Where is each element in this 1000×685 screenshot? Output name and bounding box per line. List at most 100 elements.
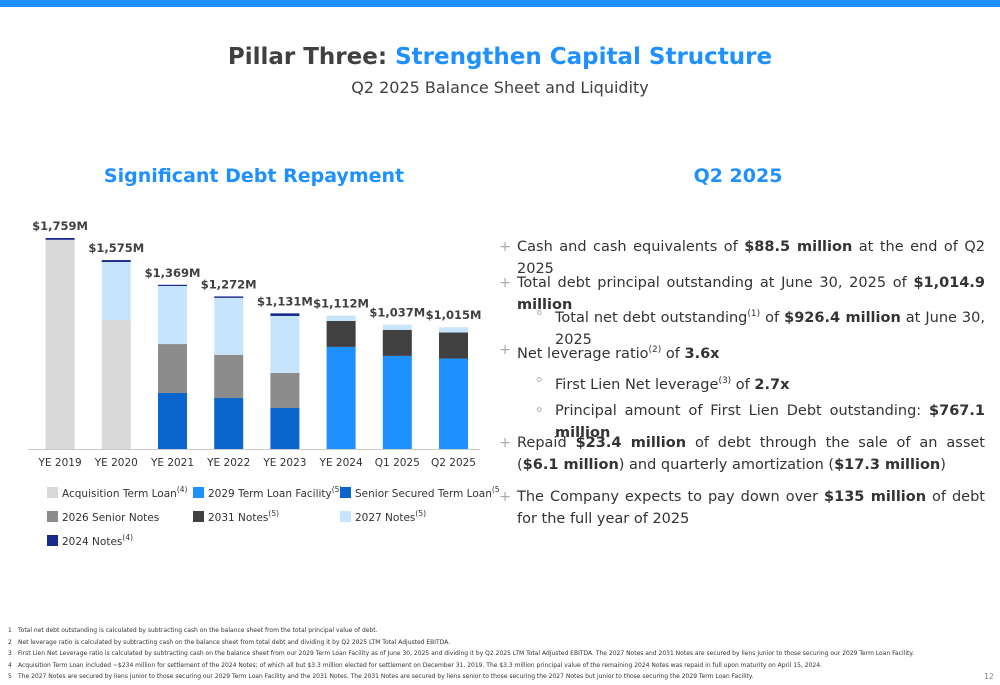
- legend-label: 2029 Term Loan Facility(5): [208, 485, 342, 500]
- legend-note: (5): [332, 485, 343, 494]
- subtitle: Q2 2025 Balance Sheet and Liquidity: [351, 78, 649, 97]
- bullet-text: of debt through the sale of an asset (: [517, 435, 985, 473]
- legend-swatch: [193, 511, 204, 522]
- top-bar: [0, 0, 1000, 7]
- legend-name: Senior Secured Term Loan: [355, 488, 492, 500]
- bar-segment: [326, 346, 356, 449]
- bullet-bold: $6.1 million: [522, 457, 619, 473]
- total-label: $1,759M: [32, 219, 88, 233]
- bar-segment: [214, 297, 244, 355]
- footnote: 2 Net leverage ratio is calculated by sub…: [8, 639, 450, 646]
- footnote-text: The 2027 Notes are secured by liens juni…: [18, 673, 754, 681]
- legend-name: 2024 Notes: [62, 536, 122, 548]
- total-label: $1,272M: [201, 277, 257, 291]
- legend-label: 2031 Notes(5): [208, 509, 279, 524]
- bar-segment: [101, 320, 131, 449]
- bullet: First Lien Net leverage(3) of 2.7x: [535, 370, 985, 396]
- x-tick-label: YE 2019: [38, 457, 82, 469]
- chart-title: Significant Debt Repayment: [103, 165, 405, 187]
- legend-name: 2029 Term Loan Facility: [208, 488, 332, 500]
- legend-swatch: [340, 487, 351, 498]
- bullet-bold: 2.7x: [754, 376, 790, 393]
- bar-segment: [270, 372, 300, 408]
- footnote-text: Total net debt outstanding is calculated…: [18, 627, 378, 634]
- footnote-number: 4: [8, 661, 12, 669]
- bullet: Total net debt outstanding(1) of $926.4 …: [535, 303, 985, 351]
- bar-segment: [439, 332, 468, 359]
- bar-segment: [326, 320, 356, 347]
- bullet-text: of debt for the full year of 2025: [517, 489, 985, 527]
- bullet-text: Cash and cash equivalents of: [517, 239, 745, 255]
- bar-segment: [101, 260, 131, 262]
- bar-segment: [101, 261, 131, 321]
- bullet-text: of: [760, 309, 785, 326]
- footnote: 4 Acquisition Term Loan included ~$234 mi…: [8, 662, 822, 669]
- legend-name: Acquisition Term Loan: [62, 488, 177, 500]
- footnote-number: 5: [8, 673, 12, 681]
- legend-swatch: [340, 511, 351, 522]
- total-label: $1,037M: [369, 306, 425, 320]
- title-rest: Strengthen Capital Structure: [395, 44, 773, 70]
- bar-segment: [439, 358, 468, 449]
- bullet-bold: $926.4 million: [784, 309, 901, 326]
- bar-segment: [326, 315, 356, 321]
- bullet-sup: (1): [747, 309, 761, 319]
- title-lead: Pillar Three:: [227, 44, 388, 70]
- x-tick-label: YE 2022: [206, 457, 250, 469]
- legend-label: 2026 Senior Notes: [62, 512, 159, 524]
- bullet: Cash and cash equivalents of $88.5 milli…: [499, 236, 985, 280]
- legend-note: (5): [492, 485, 500, 494]
- bullet-bold: $135 million: [824, 489, 927, 505]
- bullet: Repaid $23.4 million of debt through the…: [499, 432, 985, 476]
- total-label: $1,575M: [88, 241, 144, 255]
- bullet-bold: $17.3 million: [834, 457, 941, 473]
- legend-label: 2027 Notes(5): [355, 509, 426, 524]
- x-tick-label: Q2 2025: [431, 457, 476, 469]
- bullet-sup: (3): [718, 376, 732, 386]
- footnote-text: Acquisition Term Loan included ~$234 mil…: [18, 661, 822, 669]
- bullet-text: of: [661, 345, 685, 362]
- bullet-text: Net leverage ratio: [517, 345, 649, 362]
- legend-note: (4): [122, 533, 133, 542]
- footnote: 1 Total net debt outstanding is calculate…: [8, 627, 378, 634]
- total-label: $1,131M: [257, 294, 313, 308]
- legend-name: 2031 Notes: [208, 512, 268, 524]
- bullet-bold: 3.6x: [684, 345, 720, 362]
- legend-swatch: [47, 487, 58, 498]
- bar-segment: [382, 329, 412, 356]
- bullet-text: ): [940, 457, 946, 473]
- bullet-text: Total net debt outstanding: [555, 309, 748, 326]
- legend-note: (5): [415, 509, 426, 518]
- legend-label: Acquisition Term Loan(4): [62, 485, 188, 500]
- bullet-bold: $88.5 million: [744, 239, 853, 255]
- legend-label: 2024 Notes(4): [62, 533, 133, 548]
- bullet: The Company expects to pay down over $13…: [499, 486, 985, 530]
- footnote-number: 2: [8, 638, 12, 646]
- bullet-text: of: [731, 376, 755, 393]
- title: Pillar Three: Strengthen Capital Structu…: [0, 44, 1000, 70]
- x-tick-label: YE 2020: [94, 457, 138, 469]
- bullet-text: First Lien Net leverage: [555, 376, 719, 393]
- bar-segment: [158, 284, 187, 286]
- section-title: Q2 2025: [693, 165, 783, 187]
- chart: $1,759M YE 2019 $1,575M YE 2020 $1,369M YE 20…: [28, 219, 500, 548]
- bullet: Net leverage ratio(2) of 3.6x: [499, 339, 985, 365]
- bar-segment: [270, 315, 300, 373]
- x-tick-label: YE 2021: [150, 457, 194, 469]
- bar-segment: [439, 327, 468, 333]
- legend-note: (5): [268, 509, 279, 518]
- legend-swatch: [193, 487, 204, 498]
- footnote-number: 1: [8, 627, 12, 634]
- bullet-text: ) and quarterly amortization (: [618, 457, 835, 473]
- x-tick-label: YE 2024: [319, 457, 363, 469]
- bullet-text: Total debt principal outstanding at June…: [517, 275, 914, 291]
- legend-label: Senior Secured Term Loan(5): [355, 485, 500, 500]
- x-tick-label: YE 2023: [262, 457, 306, 469]
- bar-segment: [270, 313, 300, 316]
- footnote-text: Net leverage ratio is calculated by subt…: [18, 638, 451, 646]
- legend-name: 2026 Senior Notes: [62, 512, 159, 524]
- total-label: $1,369M: [145, 266, 201, 280]
- total-label: $1,112M: [313, 297, 369, 311]
- bar-segment: [158, 285, 187, 345]
